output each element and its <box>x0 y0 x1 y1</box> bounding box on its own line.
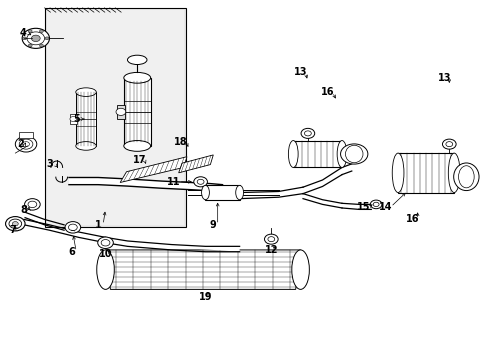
Text: 8: 8 <box>20 206 27 216</box>
Ellipse shape <box>28 30 32 33</box>
Ellipse shape <box>372 202 378 207</box>
Ellipse shape <box>98 237 113 248</box>
Ellipse shape <box>453 163 478 190</box>
Text: 2: 2 <box>17 139 23 149</box>
Ellipse shape <box>27 32 44 45</box>
Ellipse shape <box>116 108 125 116</box>
Ellipse shape <box>391 153 403 193</box>
Ellipse shape <box>12 222 18 226</box>
Ellipse shape <box>28 201 37 208</box>
Ellipse shape <box>65 222 81 233</box>
Ellipse shape <box>127 55 147 64</box>
Text: 13: 13 <box>437 73 450 83</box>
Ellipse shape <box>264 234 278 244</box>
Text: 9: 9 <box>209 220 216 230</box>
Ellipse shape <box>235 185 243 200</box>
Text: 5: 5 <box>73 114 80 124</box>
Ellipse shape <box>201 185 209 200</box>
Bar <box>116 105 125 119</box>
Text: 10: 10 <box>99 248 112 258</box>
Text: 15: 15 <box>357 202 370 212</box>
Ellipse shape <box>76 88 96 96</box>
Ellipse shape <box>304 131 311 136</box>
Bar <box>47 10 183 225</box>
Polygon shape <box>105 237 239 252</box>
Bar <box>76 92 96 146</box>
Bar <box>205 185 239 200</box>
Ellipse shape <box>68 224 77 230</box>
Ellipse shape <box>301 129 314 138</box>
Text: 6: 6 <box>68 247 75 257</box>
Text: 12: 12 <box>264 245 278 255</box>
Ellipse shape <box>336 140 346 167</box>
Polygon shape <box>105 250 300 289</box>
Ellipse shape <box>447 153 459 193</box>
Ellipse shape <box>267 237 274 242</box>
Text: 3: 3 <box>46 159 53 169</box>
Text: 11: 11 <box>167 177 180 187</box>
Ellipse shape <box>288 140 298 167</box>
Bar <box>70 114 77 125</box>
Ellipse shape <box>442 139 455 149</box>
Ellipse shape <box>22 28 49 48</box>
Ellipse shape <box>40 44 43 47</box>
Ellipse shape <box>5 217 25 231</box>
Ellipse shape <box>340 144 367 164</box>
Ellipse shape <box>40 30 43 33</box>
Text: 19: 19 <box>198 292 212 302</box>
Bar <box>397 153 453 193</box>
Ellipse shape <box>123 72 150 83</box>
Text: 16: 16 <box>405 215 419 224</box>
Ellipse shape <box>101 239 110 246</box>
Ellipse shape <box>45 37 49 40</box>
Ellipse shape <box>76 141 96 150</box>
Ellipse shape <box>369 200 381 209</box>
Polygon shape <box>178 155 213 173</box>
Bar <box>19 132 33 138</box>
Ellipse shape <box>345 145 362 163</box>
Polygon shape <box>120 157 186 183</box>
Ellipse shape <box>22 37 26 40</box>
Ellipse shape <box>24 199 40 210</box>
Ellipse shape <box>458 166 473 188</box>
Ellipse shape <box>445 141 452 147</box>
Bar <box>123 78 150 146</box>
Ellipse shape <box>197 179 203 184</box>
Ellipse shape <box>9 219 21 228</box>
Text: 18: 18 <box>174 138 187 147</box>
Bar <box>293 140 341 167</box>
Text: 4: 4 <box>19 28 26 38</box>
Text: 14: 14 <box>378 202 392 212</box>
Text: 1: 1 <box>95 220 102 230</box>
Text: 16: 16 <box>320 87 333 97</box>
Ellipse shape <box>31 35 40 41</box>
Bar <box>44 8 185 226</box>
Ellipse shape <box>70 117 77 122</box>
Text: 13: 13 <box>293 67 306 77</box>
Ellipse shape <box>193 177 207 187</box>
Polygon shape <box>69 177 222 192</box>
Text: 17: 17 <box>133 155 146 165</box>
Ellipse shape <box>97 250 114 289</box>
Ellipse shape <box>28 44 32 47</box>
Ellipse shape <box>19 139 33 149</box>
Text: 7: 7 <box>9 225 16 235</box>
Ellipse shape <box>123 140 150 151</box>
Ellipse shape <box>291 250 309 289</box>
Ellipse shape <box>22 141 29 147</box>
Ellipse shape <box>15 136 37 152</box>
